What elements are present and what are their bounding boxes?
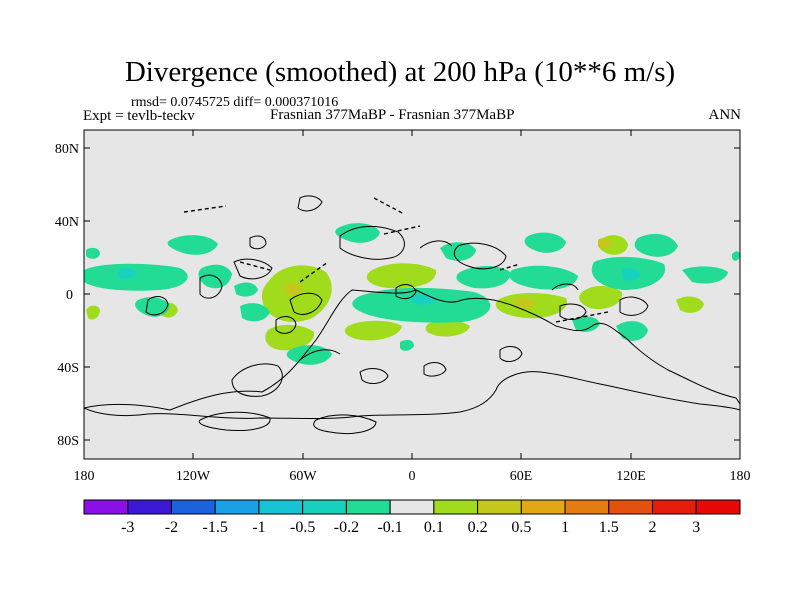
colorbar-box [652,499,697,515]
lat-label-40s: 40S [57,361,79,376]
divergence-strong-positive-cores [284,237,612,309]
lon-label-180e: 180 [730,469,751,484]
colorbar-box [302,499,347,515]
colorbar [83,499,741,515]
stats-text: rmsd= 0.0745725 diff= 0.000371016 [131,95,339,110]
plot-title: Divergence (smoothed) at 200 hPa (10**6 … [124,56,676,88]
colorbar-box [433,499,479,515]
colorbar-box [695,499,741,515]
colorbar-label: -2 [165,519,178,536]
colorbar-label: -1.5 [203,519,228,536]
lat-label-80n: 80N [55,142,79,157]
lon-label-60w: 60W [289,469,317,484]
colorbar-box [214,499,260,515]
lon-label-0: 0 [409,469,416,484]
colorbar-label: 1.5 [599,519,619,536]
colorbar-box [564,499,610,515]
colorbar-box [608,499,654,515]
lon-label-180w: 180 [74,469,95,484]
colorbar-label: -1 [252,519,265,536]
colorbar-label: 0.1 [424,519,444,536]
colorbar-label: -0.1 [377,519,402,536]
colorbar-label: 0.2 [468,519,488,536]
colorbar-label: -3 [121,519,134,536]
lon-label-120e: 120E [616,469,646,484]
colorbar-box [520,499,566,515]
colorbar-box [170,499,216,515]
divergence-negative-regions [84,223,740,365]
lat-label-eq: 0 [66,288,73,303]
colorbar-label: -0.2 [334,519,359,536]
period-label: ANN [708,107,742,123]
colorbar-box [83,499,129,515]
coastlines [84,195,740,435]
paleo-shoreline-dashes [183,197,609,323]
experiment-label: Expt = tevlb-teckv [83,108,195,124]
colorbar-labels: -3 -2 -1.5 -1 -0.5 -0.2 -0.1 0.1 0.2 0.5 1 1.5 2 3 [121,519,700,536]
colorbar-box [477,499,522,515]
colorbar-box [389,499,435,515]
colorbar-label: 0.5 [511,519,531,536]
colorbar-box [258,499,304,515]
colorbar-label: 2 [649,519,657,536]
colorbar-label: -0.5 [290,519,315,536]
lat-label-40n: 40N [55,215,79,230]
colorbar-label: 1 [561,519,569,536]
colorbar-box [345,499,391,515]
lat-label-80s: 80S [57,434,79,449]
contour-fields [84,195,740,435]
case-label: Frasnian 377MaBP - Frasnian 377MaBP [270,107,515,123]
map-ticks [83,130,741,459]
colorbar-label: 3 [692,519,700,536]
colorbar-box [127,499,172,515]
lon-label-60e: 60E [510,469,533,484]
lon-label-120w: 120W [176,469,211,484]
